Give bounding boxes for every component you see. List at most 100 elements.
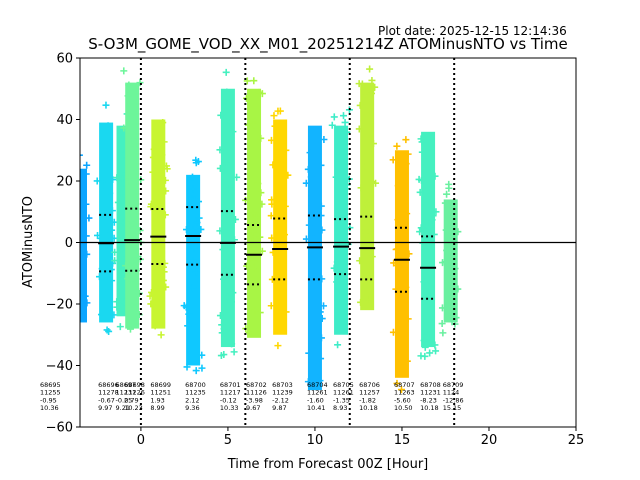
- data-point: [393, 142, 401, 150]
- bin-0-stat-mean: -0.95: [40, 396, 57, 404]
- data-point: [97, 234, 105, 242]
- data-point: [125, 81, 133, 89]
- bin-14-stat-n: 1124: [443, 389, 460, 397]
- x-tick-label: 5: [224, 433, 232, 448]
- data-point: [95, 273, 103, 281]
- data-point: [310, 266, 318, 274]
- bin-9-stat-n: 11261: [307, 389, 328, 397]
- data-point: [222, 265, 230, 273]
- data-point: [72, 192, 79, 199]
- data-point: [82, 200, 90, 208]
- data-point: [281, 202, 289, 210]
- bin-5-stat-n: 11235: [185, 389, 206, 397]
- x-axis-label: Time from Forecast 00Z [Hour]: [227, 457, 429, 472]
- data-point: [124, 275, 132, 283]
- data-point: [364, 264, 372, 272]
- data-point: [249, 237, 257, 245]
- data-point: [268, 234, 276, 242]
- bin-11-stat-n: 11257: [359, 389, 380, 397]
- bin-1-stat-date: 68696: [98, 381, 119, 389]
- data-point: [108, 226, 116, 234]
- bin-10-stat-mean: -1.35: [333, 396, 350, 404]
- data-point: [267, 212, 275, 220]
- data-point: [146, 292, 154, 300]
- data-point: [198, 364, 206, 372]
- data-point: [355, 125, 363, 133]
- data-point: [305, 221, 313, 229]
- data-point: [416, 188, 424, 196]
- data-point: [390, 259, 398, 267]
- data-point: [83, 161, 91, 169]
- data-point: [160, 138, 168, 146]
- data-point: [394, 261, 402, 269]
- data-point: [404, 150, 412, 158]
- data-point: [189, 257, 197, 265]
- bin-10-stat-n: 11261: [333, 389, 354, 397]
- data-point: [398, 386, 405, 394]
- bin-2-stat-mean: -0.25: [116, 396, 133, 404]
- data-point: [360, 117, 368, 125]
- data-point: [257, 189, 265, 197]
- data-point: [191, 196, 199, 204]
- data-point: [274, 292, 282, 300]
- data-point: [183, 226, 191, 234]
- data-point: [357, 184, 365, 192]
- bin-3-stat-sd: 10.23: [124, 404, 143, 412]
- data-point: [250, 77, 258, 85]
- bin-6-stat-date: 68701: [220, 381, 241, 389]
- data-point: [100, 181, 108, 189]
- data-point: [372, 179, 380, 187]
- data-point: [158, 151, 166, 159]
- data-point: [195, 214, 203, 222]
- data-point: [400, 321, 408, 329]
- data-point: [116, 323, 124, 331]
- data-point: [129, 257, 137, 265]
- bin-4-stat-mean: 1.93: [150, 396, 164, 404]
- bin-6-stat-mean: -0.12: [220, 396, 237, 404]
- data-point: [147, 300, 155, 308]
- data-point: [273, 255, 281, 263]
- data-point: [180, 302, 188, 310]
- data-point: [111, 248, 119, 256]
- data-point: [269, 248, 277, 256]
- data-point: [302, 179, 310, 187]
- data-point: [402, 136, 410, 144]
- data-point: [454, 228, 462, 236]
- bin-13-scatter: [415, 131, 440, 360]
- data-point: [431, 341, 439, 349]
- bin-0-stat-n: 11255: [40, 389, 61, 397]
- bin-6-stat-n: 11217: [220, 389, 241, 397]
- data-point: [223, 88, 231, 96]
- data-point: [368, 178, 376, 186]
- data-point: [273, 156, 281, 164]
- data-point: [103, 287, 111, 295]
- data-point: [136, 79, 144, 87]
- data-point: [417, 135, 425, 143]
- data-point: [220, 351, 228, 359]
- data-point: [120, 67, 128, 75]
- data-point: [229, 289, 237, 297]
- bin-4-scatter: [146, 119, 171, 339]
- data-point: [117, 169, 125, 177]
- data-point: [335, 193, 343, 201]
- data-point: [198, 351, 206, 359]
- data-point: [257, 134, 265, 142]
- bin-3-core: [125, 82, 140, 329]
- data-point: [317, 355, 325, 363]
- data-point: [110, 234, 118, 242]
- bin-0-stat-date: 68695: [40, 381, 61, 389]
- tick-layer: 0 5 10 15 20 25 −60 −40 −20 0 20 40 60: [46, 52, 585, 449]
- data-point: [401, 257, 409, 265]
- bin-12-stat-n: 11263: [394, 389, 415, 397]
- data-point: [69, 202, 76, 209]
- data-point: [256, 309, 264, 317]
- data-point: [113, 174, 121, 182]
- data-point: [334, 294, 342, 302]
- data-point: [132, 145, 140, 153]
- data-point: [249, 264, 257, 272]
- bin-13-stat-sd: 10.18: [420, 404, 439, 412]
- data-point: [126, 167, 134, 175]
- data-point: [111, 257, 119, 265]
- data-point: [368, 76, 376, 84]
- bin-9-stat-sd: 10.41: [307, 404, 326, 412]
